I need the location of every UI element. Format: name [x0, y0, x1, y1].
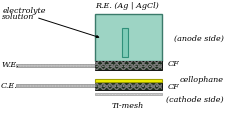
- Bar: [94, 93, 162, 95]
- Bar: [16, 84, 162, 87]
- Text: W.E.: W.E.: [1, 61, 19, 69]
- Bar: [16, 64, 162, 67]
- Text: R.E. (Ag | AgCl): R.E. (Ag | AgCl): [95, 2, 159, 10]
- Bar: [16, 84, 162, 87]
- Text: (cathode side): (cathode side): [166, 96, 224, 104]
- Bar: [94, 14, 162, 61]
- Text: CF: CF: [168, 60, 179, 68]
- Text: electrolyte: electrolyte: [2, 7, 46, 15]
- Bar: [16, 64, 162, 67]
- Text: C.E.: C.E.: [1, 82, 18, 90]
- Bar: [122, 28, 128, 57]
- Bar: [94, 61, 162, 70]
- Bar: [94, 79, 162, 82]
- Text: CF: CF: [168, 83, 179, 91]
- Bar: [94, 82, 162, 90]
- Bar: [94, 93, 162, 95]
- Text: cellophane: cellophane: [180, 76, 224, 84]
- Text: Ti-mesh: Ti-mesh: [112, 102, 144, 110]
- Bar: [94, 82, 162, 90]
- Text: (anode side): (anode side): [174, 34, 224, 42]
- Bar: [94, 61, 162, 70]
- Text: solution: solution: [2, 13, 35, 21]
